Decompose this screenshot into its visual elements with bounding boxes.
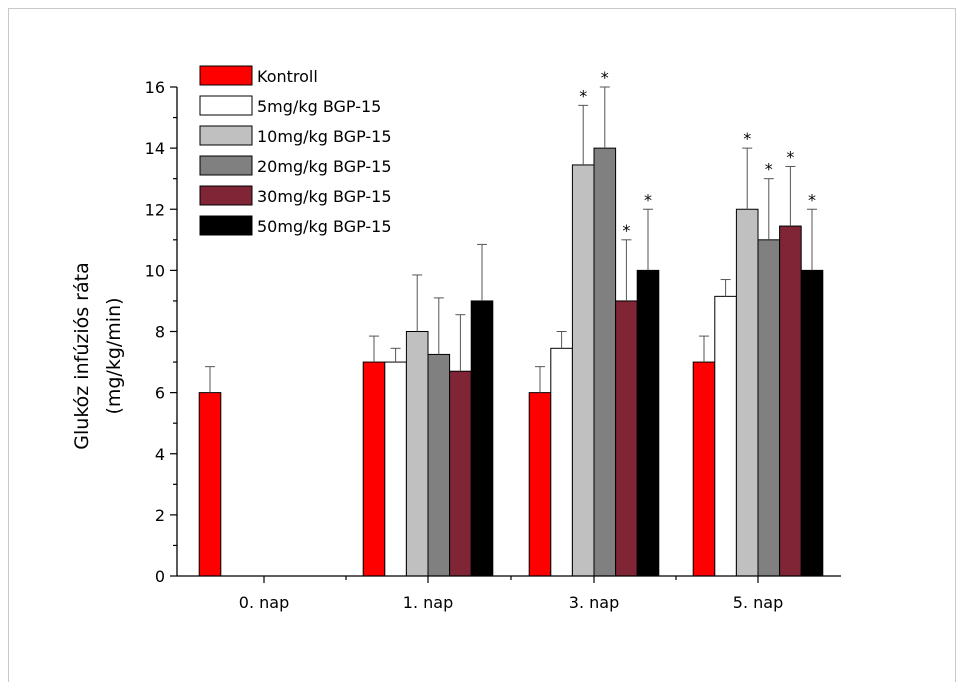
bar <box>615 300 638 577</box>
bar <box>550 347 573 577</box>
x-tick-label: 0. nap <box>239 593 289 612</box>
bar <box>779 225 802 577</box>
legend-swatch <box>199 155 253 176</box>
significance-marker: * <box>765 160 773 179</box>
error-bars-layer: * * * * * * * * <box>205 68 817 393</box>
bar <box>449 370 472 577</box>
legend-label: 20mg/kg BGP-15 <box>257 157 392 176</box>
significance-marker: * <box>786 147 794 166</box>
y-tick-label: 4 <box>155 445 165 464</box>
bar <box>714 295 737 577</box>
legend-label: 50mg/kg BGP-15 <box>257 217 392 236</box>
bar <box>692 361 716 577</box>
bar <box>571 164 595 577</box>
y-tick-label: 14 <box>145 139 165 158</box>
x-tick-label: 5. nap <box>733 593 783 612</box>
significance-marker: * <box>743 129 751 148</box>
legend-swatch <box>199 185 253 206</box>
bar <box>362 361 386 577</box>
x-tick-label: 1. nap <box>403 593 453 612</box>
y-tick-label: 6 <box>155 384 165 403</box>
bar <box>198 392 222 577</box>
legend-swatch <box>199 65 253 86</box>
bar <box>757 239 781 577</box>
y-tick-label: 10 <box>145 261 165 280</box>
significance-marker: * <box>579 86 587 105</box>
bar <box>470 300 494 577</box>
legend-swatch <box>199 95 253 116</box>
bars-layer <box>198 147 824 577</box>
y-axis-label: Glukóz infúziós ráta (mg/kg/min) <box>71 262 125 449</box>
axes-layer: 0 2 4 6 8 10 12 14 16 0. nap 1. nap 3. nap 5. nap <box>145 78 841 612</box>
bar <box>800 269 824 577</box>
legend-label: 30mg/kg BGP-15 <box>257 187 392 206</box>
legend-label: Kontroll <box>257 67 318 86</box>
legend-label: 10mg/kg BGP-15 <box>257 127 392 146</box>
significance-marker: * <box>601 68 609 87</box>
legend-label: 5mg/kg BGP-15 <box>257 97 381 116</box>
legend-swatch <box>199 215 253 236</box>
y-tick-label: 0 <box>155 567 165 586</box>
bar <box>427 353 451 577</box>
bar <box>735 208 759 577</box>
bar <box>405 331 429 577</box>
legend: Kontroll 5mg/kg BGP-15 10mg/kg BGP-15 20mg/… <box>199 65 392 236</box>
significance-marker: * <box>808 190 816 209</box>
bar <box>384 361 407 577</box>
bar <box>528 392 552 577</box>
significance-marker: * <box>622 221 630 240</box>
y-tick-label: 8 <box>155 323 165 342</box>
legend-swatch <box>199 125 253 146</box>
significance-marker: * <box>644 190 652 209</box>
bar <box>636 269 660 577</box>
y-tick-label: 16 <box>145 78 165 97</box>
y-axis-label-line-2: (mg/kg/min) <box>103 297 125 414</box>
y-tick-label: 2 <box>155 506 165 525</box>
y-tick-label: 12 <box>145 200 165 219</box>
x-tick-label: 3. nap <box>569 593 619 612</box>
y-axis-label-line-1: Glukóz infúziós ráta <box>71 262 93 449</box>
bar <box>593 147 617 577</box>
